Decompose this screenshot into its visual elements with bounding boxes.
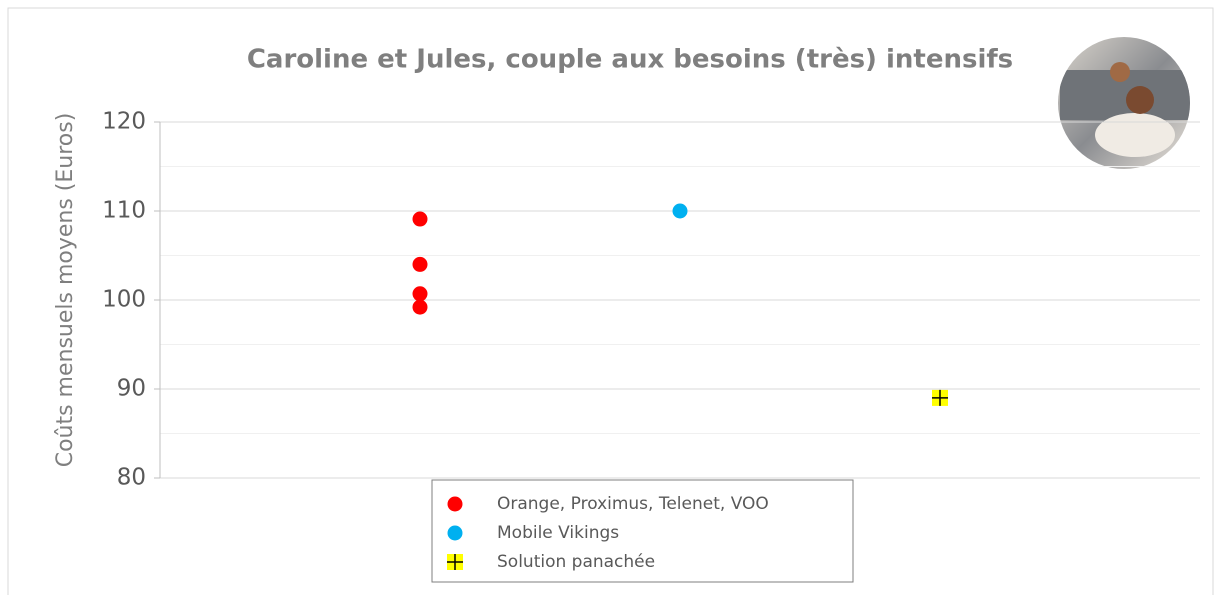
chart-title: Caroline et Jules, couple aux besoins (t… [247, 45, 1013, 75]
legend-marker [448, 526, 463, 541]
y-axis-label: Coûts mensuels moyens (Euros) [53, 113, 78, 468]
y-tick-label: 80 [117, 465, 146, 491]
point [413, 286, 428, 301]
point [673, 204, 688, 219]
y-tick-label: 90 [117, 376, 146, 402]
chart: Caroline et Jules, couple aux besoins (t… [0, 0, 1214, 595]
photo [1058, 37, 1190, 169]
legend-marker [447, 554, 463, 570]
point [413, 257, 428, 272]
point [413, 300, 428, 315]
legend-label: Orange, Proximus, Telenet, VOO [497, 494, 769, 514]
legend-label: Solution panachée [497, 552, 655, 572]
point [413, 212, 428, 227]
y-tick-label: 100 [102, 287, 146, 313]
y-tick-label: 120 [102, 109, 146, 135]
legend-marker [448, 497, 463, 512]
point [932, 390, 948, 406]
y-tick-label: 110 [102, 198, 146, 224]
legend-label: Mobile Vikings [497, 523, 619, 543]
